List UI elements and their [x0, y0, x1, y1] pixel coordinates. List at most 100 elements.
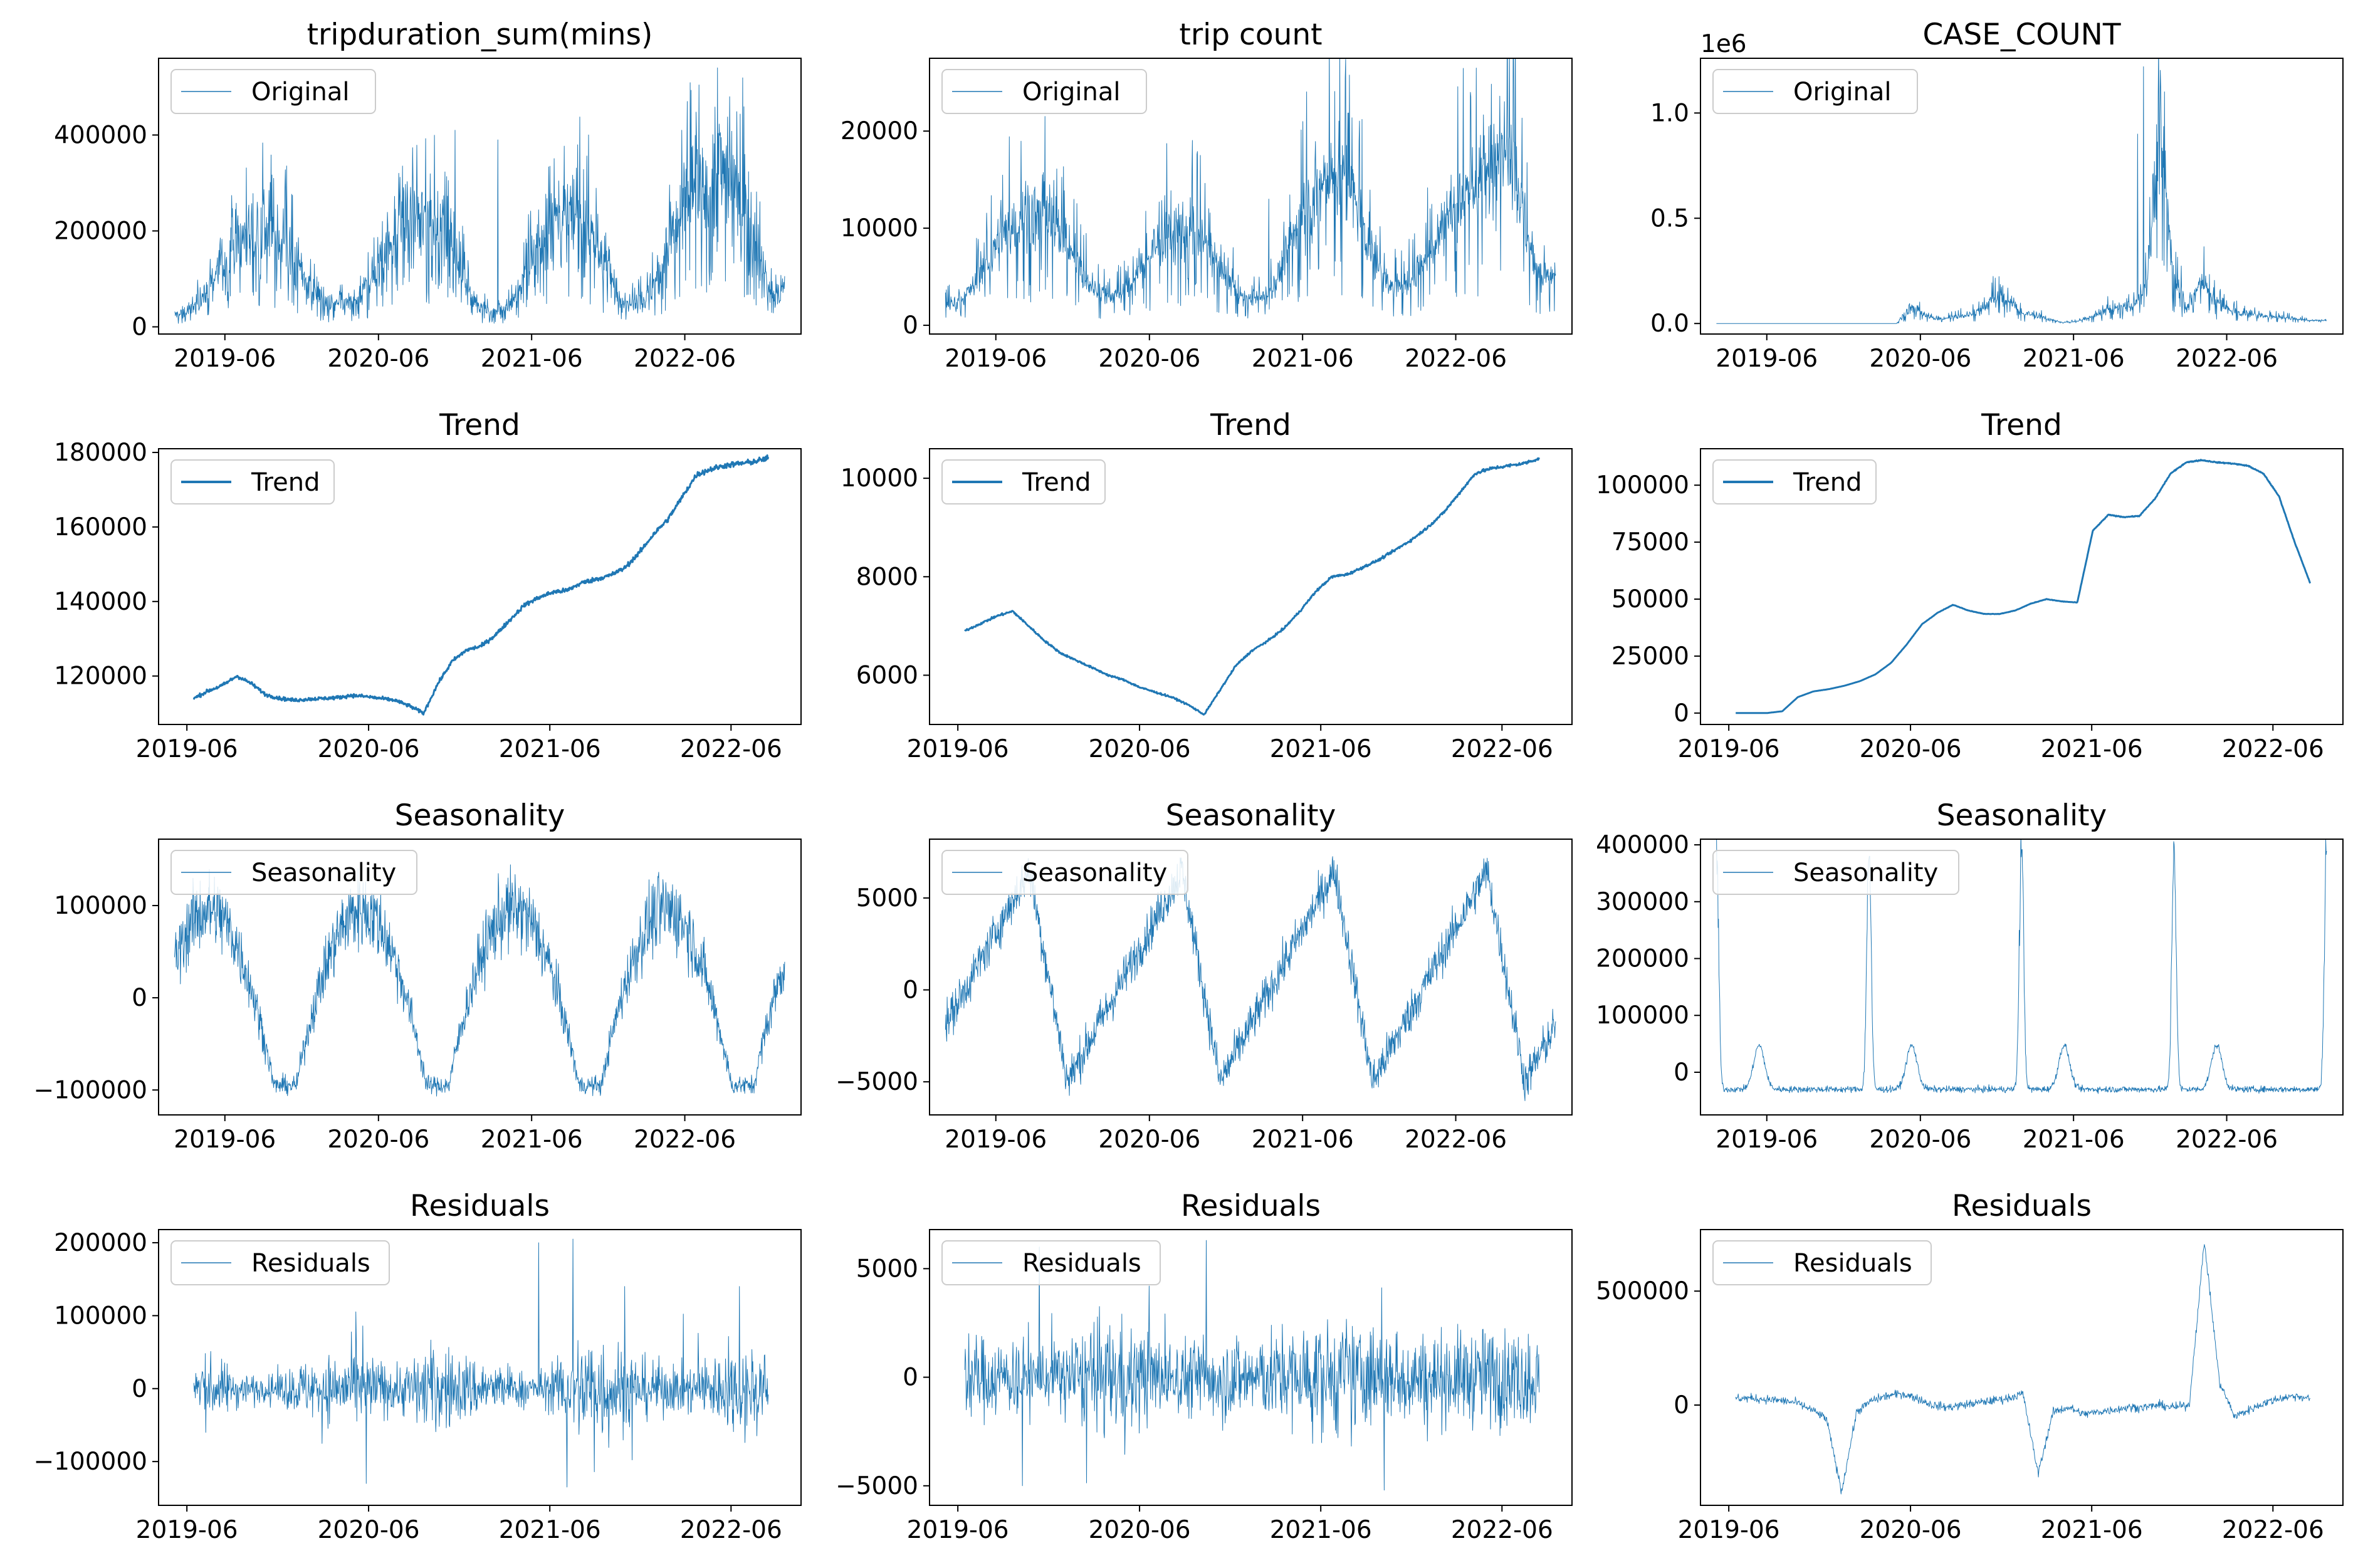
x-tick-label: 2022-06 — [2222, 1516, 2324, 1544]
x-tick-label: 2021-06 — [481, 345, 583, 373]
x-tick-label: 2019-06 — [945, 345, 1047, 373]
y-tick-label: 0 — [1674, 1058, 1689, 1087]
legend-label: Trend — [251, 468, 320, 497]
x-tick-label: 2019-06 — [1678, 1516, 1780, 1544]
series-line — [193, 1238, 769, 1488]
series-line — [1735, 459, 2312, 714]
legend-box — [941, 69, 1147, 114]
y-tick-label: 160000 — [54, 513, 147, 541]
y-tick-label: −5000 — [836, 1472, 918, 1500]
y-tick-label: 500000 — [1596, 1277, 1689, 1305]
x-tick-label: 2019-06 — [1716, 345, 1818, 373]
y-tick-label: 200000 — [54, 1229, 147, 1257]
x-tick-label: 2019-06 — [174, 345, 276, 373]
y-tick-label: 20000 — [841, 117, 918, 145]
axes-frame — [158, 839, 802, 1116]
subplot-title: Trend — [1210, 408, 1291, 442]
axes-frame — [158, 1229, 802, 1506]
x-tick-label: 2021-06 — [1252, 345, 1354, 373]
y-tick-label: 400000 — [54, 121, 147, 149]
y-tick-label: 140000 — [54, 588, 147, 616]
axes-frame — [929, 448, 1573, 725]
y-tick-label: 0 — [132, 313, 147, 342]
y-tick-label: 0 — [132, 1375, 147, 1403]
y-tick-label: 0 — [903, 311, 918, 340]
y-tick-label: 100000 — [54, 1302, 147, 1330]
x-tick-label: 2021-06 — [499, 735, 601, 763]
subplot-3: 0.0 0.5 1.0 2019-06 2020-06 2021-06 2022-06 CAS… — [1650, 18, 2344, 373]
legend-label: Residuals — [1793, 1249, 1912, 1278]
subplot-title: Residuals — [1952, 1189, 2092, 1223]
legend-label: Residuals — [1022, 1249, 1141, 1278]
x-tick-label: 2022-06 — [1451, 735, 1553, 763]
subplot-12: 0 500000 2019-06 2020-06 2021-06 2022-06 Resid… — [1596, 1189, 2344, 1544]
x-tick-label: 2022-06 — [2176, 345, 2278, 373]
subplot-8: −5000 0 5000 2019-06 2020-06 2021-06 2022-06 Se… — [836, 798, 1573, 1154]
x-tick-label: 2021-06 — [481, 1126, 583, 1154]
axes-frame — [1700, 448, 2344, 725]
y-tick-label: 1.0 — [1650, 99, 1689, 127]
subplot-1: 0 200000 400000 2019-06 2020-06 2021-06 2022-0… — [54, 18, 802, 373]
subplot-title: Seasonality — [1937, 798, 2107, 833]
subplot-6: 0 25000 50000 75000 100000 2019-06 2020-06 2021… — [1596, 408, 2344, 763]
x-tick-label: 2019-06 — [945, 1126, 1047, 1154]
series-line — [1716, 58, 2327, 324]
series-line — [945, 856, 1556, 1101]
series-line — [174, 864, 785, 1097]
x-tick-label: 2019-06 — [174, 1126, 276, 1154]
y-tick-label: 50000 — [1611, 585, 1689, 614]
x-tick-label: 2020-06 — [1089, 1516, 1191, 1544]
subplot-title: trip count — [1179, 18, 1322, 52]
x-tick-label: 2020-06 — [1860, 1516, 1962, 1544]
y-tick-label: 100000 — [54, 892, 147, 920]
y-tick-label: 180000 — [54, 439, 147, 467]
y-tick-label: 300000 — [1596, 888, 1689, 916]
x-tick-label: 2019-06 — [1716, 1126, 1818, 1154]
y-tick-label: 120000 — [54, 662, 147, 691]
subplot-2: 0 10000 20000 2019-06 2020-06 2021-06 2022-06 t… — [841, 18, 1573, 373]
axes-frame — [929, 839, 1573, 1116]
y-tick-label: −5000 — [836, 1068, 918, 1096]
subplot-title: Seasonality — [1166, 798, 1336, 833]
legend-box — [941, 1240, 1161, 1285]
x-tick-label: 2022-06 — [680, 1516, 782, 1544]
subplot-4: 120000 140000 160000 180000 2019-06 2020-06 20… — [54, 408, 802, 763]
subplot-title: Residuals — [410, 1189, 550, 1223]
y-tick-label: 25000 — [1611, 642, 1689, 671]
axis-offset-label: 1e6 — [1700, 30, 1747, 58]
axes-frame — [1700, 1229, 2344, 1506]
y-tick-label: 10000 — [841, 464, 918, 493]
x-tick-label: 2019-06 — [907, 1516, 1009, 1544]
legend-box — [1712, 850, 1959, 895]
x-tick-label: 2022-06 — [2176, 1126, 2278, 1154]
axes-frame — [158, 58, 802, 335]
y-tick-label: −100000 — [33, 1076, 147, 1104]
x-tick-label: 2021-06 — [2041, 1516, 2143, 1544]
x-tick-label: 2022-06 — [680, 735, 782, 763]
y-tick-label: 6000 — [856, 661, 918, 689]
y-tick-label: 0 — [1674, 699, 1689, 728]
x-tick-label: 2020-06 — [327, 1126, 429, 1154]
legend-box — [170, 1240, 390, 1285]
subplot-10: −100000 0 100000 200000 2019-06 2020-06 2021-0… — [33, 1189, 802, 1544]
legend-box — [941, 459, 1106, 504]
y-tick-label: 5000 — [856, 884, 918, 912]
x-tick-label: 2022-06 — [1451, 1516, 1553, 1544]
subplot-title: Seasonality — [395, 798, 565, 833]
legend-label: Seasonality — [1022, 859, 1167, 887]
x-tick-label: 2020-06 — [318, 735, 420, 763]
series-line — [174, 67, 785, 324]
y-tick-label: 100000 — [1596, 471, 1689, 499]
x-tick-label: 2020-06 — [1860, 735, 1962, 763]
y-tick-label: 8000 — [856, 563, 918, 591]
x-tick-label: 2021-06 — [2023, 345, 2125, 373]
x-tick-label: 2019-06 — [136, 735, 238, 763]
legend-box — [170, 69, 376, 114]
x-tick-label: 2020-06 — [1098, 1126, 1200, 1154]
legend-box — [170, 459, 335, 504]
y-tick-label: 0 — [132, 984, 147, 1012]
axes-frame — [1700, 58, 2344, 335]
legend-label: Original — [251, 78, 350, 107]
x-tick-label: 2020-06 — [1869, 345, 1971, 373]
